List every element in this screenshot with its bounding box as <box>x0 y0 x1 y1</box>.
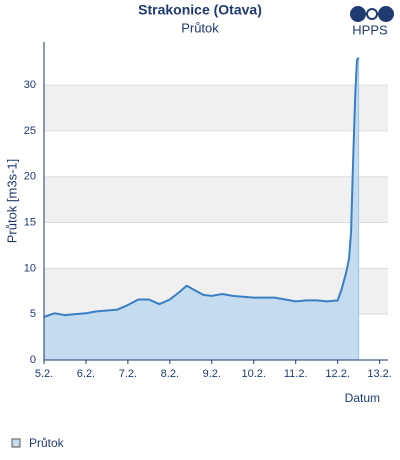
x-tick-label: 9.2. <box>203 368 221 380</box>
y-tick-label: 25 <box>24 125 36 137</box>
y-tick-label: 20 <box>24 171 36 183</box>
x-tick-label: 13.2. <box>367 368 391 380</box>
x-tick-label: 10.2. <box>242 368 266 380</box>
x-tick-label: 7.2. <box>119 368 137 380</box>
y-tick-label: 5 <box>30 308 36 320</box>
x-tick-label: 11.2. <box>284 368 308 380</box>
grid-band <box>44 176 388 223</box>
line <box>43 57 360 318</box>
x-axis-label: Datum <box>345 391 380 405</box>
y-axis-label: Průtok [m3s-1] <box>4 159 19 244</box>
y-tick-label: 15 <box>24 216 36 228</box>
y-tick-label: 0 <box>30 354 36 366</box>
logo-text: HPPS <box>352 22 388 37</box>
chart-subtitle: Průtok <box>181 20 219 35</box>
x-tick-label: 5.2. <box>35 368 53 380</box>
logo <box>350 6 394 22</box>
x-tick-label: 12.2. <box>325 368 349 380</box>
x-tick-label: 6.2. <box>77 368 95 380</box>
y-tick-label: 30 <box>24 79 36 91</box>
y-tick-label: 10 <box>24 262 36 274</box>
area <box>44 57 359 360</box>
x-tick-label: 8.2. <box>161 368 179 380</box>
legend-swatch <box>11 438 21 448</box>
chart-title: Strakonice (Otava) <box>138 2 262 18</box>
grid-band <box>44 85 388 131</box>
legend-label: Průtok <box>29 436 65 450</box>
